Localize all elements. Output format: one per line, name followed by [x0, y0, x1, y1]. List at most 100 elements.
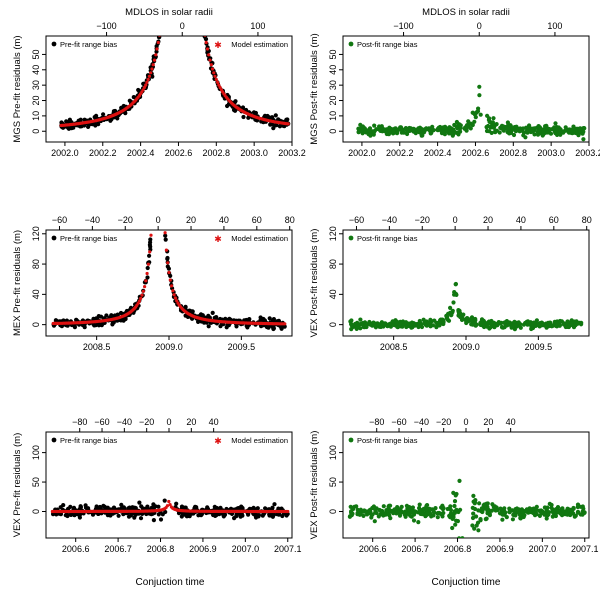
legend-label: Pre-fit range bias — [60, 234, 117, 243]
data-point — [470, 523, 475, 528]
data-point — [483, 502, 488, 507]
data-point — [423, 127, 428, 132]
data-point — [90, 512, 96, 517]
model-point — [168, 278, 172, 282]
x-tick-label: 2002.0 — [51, 148, 79, 158]
data-point — [452, 122, 457, 128]
data-point — [581, 129, 586, 134]
data-point — [154, 31, 158, 35]
data-points — [348, 281, 584, 332]
legend-label: Model estimation — [231, 436, 288, 445]
data-point — [221, 514, 226, 519]
data-point — [512, 508, 517, 514]
data-point — [192, 506, 197, 511]
model-point — [171, 289, 175, 293]
data-point — [426, 321, 431, 326]
data-point — [188, 308, 193, 314]
panel-mgs_pre: 2002.0 2002.2 2002.4 2002.6 2002.8 2003.0 2003… — [12, 7, 306, 158]
data-point — [453, 493, 458, 498]
top-tick-label: −40 — [382, 215, 397, 225]
model-point — [209, 63, 213, 67]
data-point — [452, 503, 457, 509]
data-point — [196, 319, 201, 324]
model-point — [156, 40, 160, 45]
data-point — [522, 513, 527, 518]
y-tick-label: 0 — [328, 509, 338, 514]
data-point — [471, 511, 476, 516]
data-point — [553, 121, 558, 126]
data-point — [521, 130, 527, 135]
data-point — [151, 502, 156, 507]
data-point — [372, 519, 377, 524]
model-point — [155, 47, 159, 51]
data-point — [477, 84, 482, 89]
y-tick-label: 10 — [328, 111, 338, 121]
data-point — [196, 513, 201, 518]
model-point — [147, 74, 151, 78]
top-tick-label: 20 — [186, 417, 196, 427]
data-point — [473, 498, 478, 503]
data-point — [151, 199, 155, 203]
data-point — [101, 503, 106, 508]
data-point — [349, 327, 354, 332]
data-point — [493, 129, 498, 134]
data-point — [205, 505, 210, 510]
data-point — [151, 199, 155, 203]
data-point — [429, 130, 434, 135]
x-tick-label: 2006.9 — [189, 544, 217, 554]
data-point — [104, 313, 109, 318]
data-point — [448, 507, 453, 513]
top-tick-label: −60 — [391, 417, 406, 427]
data-point — [579, 322, 584, 327]
data-point — [430, 323, 436, 328]
data-point — [484, 124, 489, 129]
data-point — [113, 108, 118, 114]
data-point — [458, 129, 463, 134]
data-point — [516, 320, 521, 325]
legend-marker — [51, 41, 57, 47]
data-point — [441, 125, 446, 130]
x-tick-label: 2006.8 — [444, 544, 472, 554]
data-point — [279, 326, 284, 331]
data-point — [256, 513, 261, 518]
data-point — [128, 513, 133, 518]
data-point — [577, 127, 582, 132]
data-point — [376, 514, 381, 519]
top-axis-label: MDLOS in solar radii — [125, 7, 213, 18]
data-point — [476, 106, 481, 111]
model-point — [210, 67, 215, 71]
top-tick-label: 0 — [453, 215, 458, 225]
data-point — [156, 512, 161, 517]
data-point — [83, 503, 88, 508]
model-point — [208, 58, 212, 62]
data-point — [437, 323, 442, 328]
data-point — [408, 322, 414, 327]
data-point — [511, 132, 517, 138]
y-tick-label: 40 — [31, 289, 41, 299]
data-point — [478, 112, 483, 117]
data-point — [109, 117, 114, 122]
data-point — [469, 318, 474, 323]
model-point — [160, 108, 163, 111]
model-point — [145, 80, 149, 84]
data-point — [472, 321, 477, 327]
data-point — [552, 125, 557, 130]
y-tick-label: 40 — [328, 65, 338, 75]
model-point — [150, 67, 154, 71]
data-point — [158, 27, 162, 31]
data-point — [358, 317, 363, 322]
data-point — [516, 510, 521, 515]
data-point — [349, 318, 354, 323]
data-point — [539, 323, 544, 328]
data-point — [558, 127, 563, 132]
model-point — [166, 261, 170, 265]
data-point — [448, 131, 454, 136]
data-point — [273, 113, 278, 118]
data-point — [151, 518, 156, 523]
data-point — [130, 505, 135, 510]
data-point — [121, 505, 126, 510]
data-point — [272, 502, 277, 507]
x-tick-label: 2002.6 — [165, 148, 193, 158]
y-tick-label: 0 — [31, 322, 41, 327]
data-point — [495, 323, 500, 328]
